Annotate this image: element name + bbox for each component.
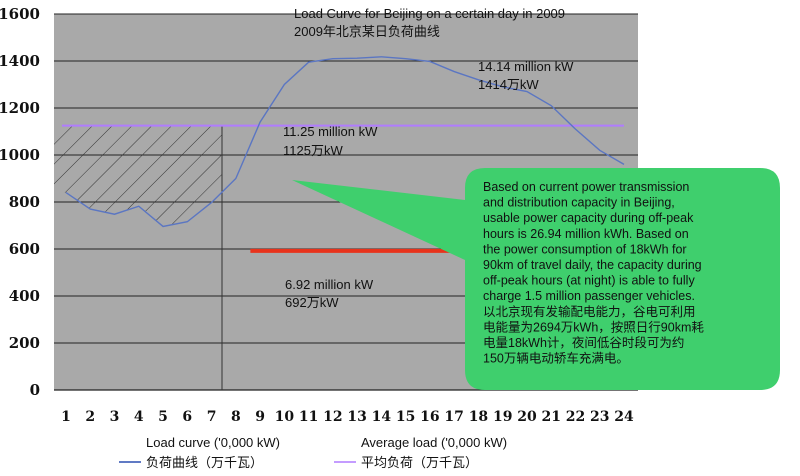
average-label-en: 11.25 million kW bbox=[283, 124, 378, 139]
average-label-cn: 1125万kW bbox=[283, 143, 343, 158]
callout-line: 150万辆电动轿车充满电。 bbox=[483, 351, 629, 366]
legend-load-cn: 负荷曲线（万千瓦） bbox=[146, 455, 263, 470]
callout-line: 90km of travel daily, the capacity durin… bbox=[483, 258, 702, 272]
callout-line: 电量18kWh计，夜间低谷时段可为约 bbox=[483, 335, 684, 350]
chart-subtitle: 2009年北京某日负荷曲线 bbox=[294, 24, 440, 39]
callout-text: Based on current power transmission and d… bbox=[483, 180, 704, 366]
offpeak-label-cn: 692万kW bbox=[285, 295, 339, 310]
x-tick-label: 13 bbox=[347, 409, 366, 425]
callout-line: off-peak hours (at night) is able to ful… bbox=[483, 274, 695, 288]
callout-line: charge 1.5 million passenger vehicles. bbox=[483, 289, 695, 303]
x-tick-label: 24 bbox=[614, 409, 634, 425]
callout-line: and distribution capacity in Beijing, bbox=[483, 196, 675, 210]
x-tick-label: 17 bbox=[444, 409, 463, 425]
legend-average-cn: 平均负荷（万千瓦） bbox=[361, 455, 478, 470]
x-tick-label: 19 bbox=[493, 409, 512, 425]
x-tick-label: 1 bbox=[61, 409, 71, 425]
legend-load-en: Load curve ('0,000 kW) bbox=[146, 435, 280, 450]
x-tick-label: 23 bbox=[590, 409, 609, 425]
y-tick-label: 1200 bbox=[0, 99, 40, 117]
x-tick-label: 22 bbox=[566, 409, 585, 425]
x-tick-label: 4 bbox=[134, 409, 144, 425]
callout-bubble: Based on current power transmission and d… bbox=[292, 168, 780, 390]
peak-label-cn: 1414万kW bbox=[478, 77, 539, 92]
x-tick-label: 2 bbox=[85, 409, 95, 425]
x-tick-label: 10 bbox=[275, 409, 295, 425]
callout-line: 电能量为2694万kWh，按照日行90km耗 bbox=[483, 320, 704, 334]
x-axis: 1 2 3 4 5 6 7 8 9 10 11 12 13 14 15 16 17 18 19 20 21 22 23 24 bbox=[61, 409, 634, 425]
chart-title: Load Curve for Beijing on a certain day … bbox=[294, 6, 565, 21]
x-tick-label: 20 bbox=[517, 409, 537, 425]
callout-line: the power consumption of 18kWh for bbox=[483, 242, 687, 256]
y-tick-label: 600 bbox=[9, 240, 40, 258]
peak-label-en: 14.14 million kW bbox=[478, 59, 574, 74]
callout-shape bbox=[292, 168, 780, 390]
offpeak-label-en: 6.92 million kW bbox=[285, 277, 374, 292]
x-tick-label: 12 bbox=[323, 409, 342, 425]
x-tick-label: 3 bbox=[110, 409, 120, 425]
y-tick-label: 1000 bbox=[0, 146, 40, 164]
y-tick-label: 200 bbox=[9, 334, 40, 352]
x-tick-label: 9 bbox=[255, 409, 265, 425]
y-tick-label: 800 bbox=[9, 193, 40, 211]
callout-line: hours is 26.94 million kWh. Based on bbox=[483, 227, 689, 241]
callout-line: usable power capacity during off-peak bbox=[483, 211, 694, 225]
x-tick-label: 5 bbox=[158, 409, 168, 425]
x-tick-label: 18 bbox=[469, 409, 488, 425]
y-tick-label: 400 bbox=[9, 287, 40, 305]
x-tick-label: 15 bbox=[396, 409, 415, 425]
x-tick-label: 6 bbox=[182, 409, 192, 425]
legend: Load curve ('0,000 kW) 负荷曲线（万千瓦） Average… bbox=[119, 435, 507, 470]
callout-line: 以北京现有发输配电能力，谷电可利用 bbox=[483, 304, 696, 319]
x-tick-label: 11 bbox=[299, 409, 318, 425]
load-curve-line bbox=[65, 56, 625, 228]
x-tick-label: 21 bbox=[541, 409, 560, 425]
callout-line: Based on current power transmission bbox=[483, 180, 689, 194]
y-axis: 0 200 400 600 800 1000 1200 1400 1600 bbox=[0, 5, 40, 399]
x-tick-label: 16 bbox=[420, 409, 439, 425]
x-tick-label: 14 bbox=[372, 409, 392, 425]
legend-average-en: Average load ('0,000 kW) bbox=[361, 435, 507, 450]
y-tick-label: 1400 bbox=[0, 52, 40, 70]
y-tick-label: 0 bbox=[30, 381, 40, 399]
x-tick-label: 7 bbox=[207, 409, 217, 425]
x-tick-label: 8 bbox=[231, 409, 241, 425]
y-tick-label: 1600 bbox=[0, 5, 40, 23]
